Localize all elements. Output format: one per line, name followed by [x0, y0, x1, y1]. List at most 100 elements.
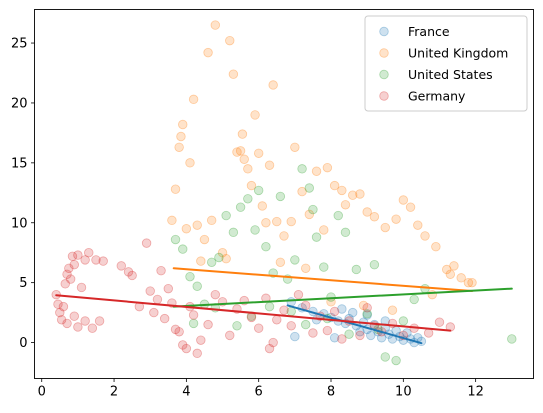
x-tick-label: 8	[327, 385, 335, 400]
data-point	[170, 324, 181, 335]
data-point	[181, 224, 192, 234]
legend-marker	[379, 48, 389, 58]
data-point	[272, 216, 282, 227]
data-point	[329, 306, 340, 317]
data-point	[279, 305, 289, 315]
data-point	[376, 333, 387, 343]
data-point	[188, 310, 199, 320]
data-point	[308, 204, 318, 215]
data-point	[337, 185, 347, 196]
data-point	[290, 255, 300, 265]
data-point	[181, 343, 192, 354]
data-point	[275, 257, 286, 267]
data-point	[73, 250, 83, 260]
data-point	[261, 242, 271, 252]
data-point	[340, 227, 351, 238]
data-point	[65, 274, 76, 284]
data-point	[170, 184, 181, 194]
data-point	[84, 247, 94, 258]
data-point	[62, 318, 72, 329]
data-point	[178, 244, 188, 254]
data-point	[206, 257, 217, 267]
data-point	[243, 164, 253, 174]
data-point	[232, 147, 242, 157]
data-point	[149, 307, 159, 318]
data-point	[442, 264, 452, 275]
data-point	[391, 355, 401, 366]
data-point	[55, 307, 65, 318]
data-point	[348, 307, 358, 318]
x-tick-label: 6	[255, 385, 263, 400]
data-point	[116, 261, 126, 271]
data-point	[80, 316, 90, 326]
x-axis: 0 2 4 6 8 10 12	[38, 378, 484, 400]
data-point	[355, 330, 365, 341]
data-point	[235, 202, 246, 212]
data-point	[264, 160, 275, 170]
data-point	[192, 220, 202, 230]
trend-line-united-kingdom	[172, 267, 474, 293]
data-point	[337, 334, 347, 344]
data-point	[362, 207, 372, 217]
data-point	[434, 317, 445, 327]
data-point	[141, 238, 152, 248]
data-point	[311, 166, 322, 176]
data-point	[319, 225, 329, 235]
data-point	[203, 47, 213, 58]
data-point	[449, 261, 459, 271]
data-point	[405, 202, 416, 212]
data-point	[380, 222, 390, 233]
trend-line-united-states	[172, 287, 513, 308]
data-point	[398, 316, 409, 326]
data-point	[322, 325, 333, 336]
data-point	[152, 294, 163, 305]
data-point	[60, 279, 70, 289]
data-point	[431, 242, 441, 252]
data-point	[369, 212, 380, 222]
data-point	[156, 265, 166, 276]
y-tick-label: 15	[11, 156, 28, 171]
data-point	[297, 186, 307, 197]
data-point	[214, 252, 224, 263]
data-point	[304, 209, 315, 220]
data-point	[420, 231, 430, 241]
data-point	[351, 264, 362, 275]
data-point	[69, 259, 79, 270]
data-point	[366, 330, 376, 341]
data-point	[235, 146, 246, 156]
data-point	[94, 316, 105, 326]
data-point	[91, 255, 101, 265]
data-point	[340, 200, 351, 210]
data-point	[286, 321, 296, 331]
data-point	[239, 154, 249, 164]
data-point	[178, 340, 188, 350]
data-point	[243, 194, 253, 204]
data-point	[293, 289, 304, 300]
data-point	[402, 328, 412, 338]
data-point	[185, 158, 195, 168]
data-point	[257, 201, 268, 211]
trend-lines	[55, 267, 513, 345]
y-tick-label: 0	[19, 336, 27, 351]
legend-marker	[379, 69, 389, 80]
data-point	[362, 303, 372, 313]
data-point	[73, 322, 83, 332]
y-tick-label: 5	[19, 276, 27, 291]
data-point	[225, 330, 235, 341]
y-tick-label: 25	[11, 37, 28, 52]
data-point	[196, 335, 206, 345]
data-point	[176, 131, 186, 142]
data-point	[58, 301, 69, 312]
plot-frame	[34, 9, 534, 379]
data-point	[398, 195, 409, 205]
data-point	[123, 267, 134, 277]
data-point	[196, 256, 206, 266]
data-point	[261, 218, 271, 228]
data-point	[185, 271, 195, 282]
data-point	[264, 301, 275, 312]
data-point	[387, 305, 398, 315]
x-tick-label: 4	[182, 385, 190, 400]
data-point	[311, 232, 322, 242]
x-tick-label: 12	[467, 385, 484, 400]
